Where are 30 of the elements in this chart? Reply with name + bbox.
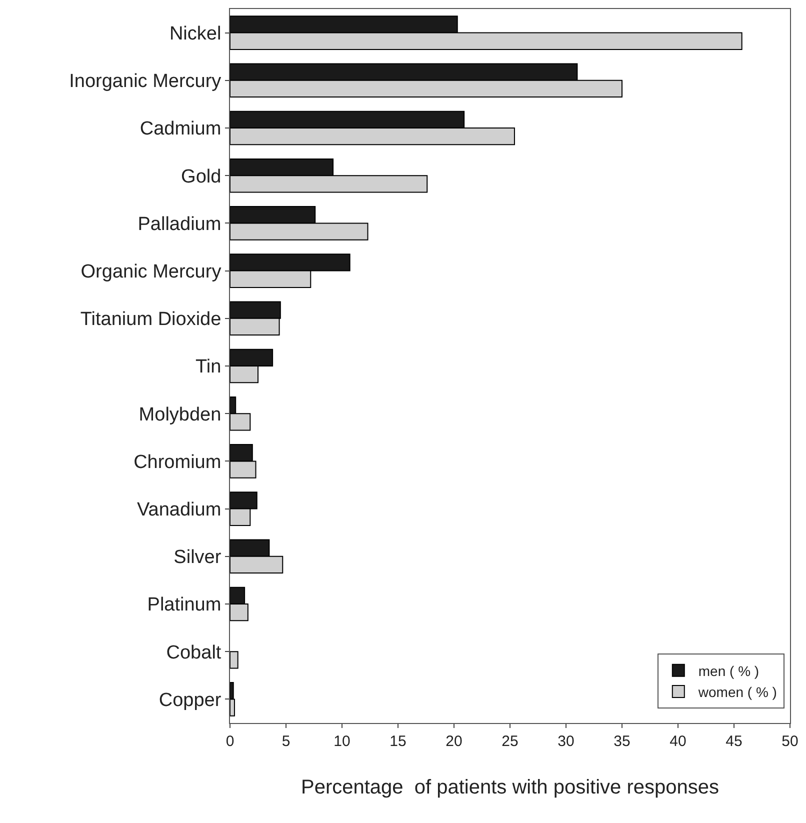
x-tick-label: 25: [502, 733, 518, 750]
x-tick-label: 35: [614, 733, 630, 750]
y-tick-label: Titanium Dioxide: [80, 309, 222, 330]
x-tick-label: 20: [446, 733, 462, 750]
y-tick-label: Inorganic Mercury: [69, 71, 222, 92]
y-tick-label: Platinum: [147, 594, 222, 616]
x-tick-label: 40: [670, 733, 686, 750]
bar: [230, 651, 238, 669]
y-tick-label: Silver: [174, 547, 222, 568]
x-tick-label: 45: [726, 733, 742, 750]
y-tick-label: Molybden: [138, 404, 222, 426]
x-tick-label: 10: [334, 733, 350, 750]
y-tick-label: Tin: [195, 356, 222, 378]
x-tick-label: 15: [390, 733, 406, 750]
y-tick-label: Cadmium: [140, 118, 222, 140]
y-tick-label: Cobalt: [166, 642, 222, 664]
y-tick-label: Gold: [181, 166, 222, 188]
y-tick-label: Chromium: [134, 452, 222, 473]
y-tick-label: Organic Mercury: [80, 261, 222, 282]
y-tick-label: Nickel: [169, 23, 222, 44]
y-tick-label: Palladium: [138, 214, 222, 235]
legend-label: women ( % ): [697, 684, 777, 700]
y-tick-label: Vanadium: [137, 499, 222, 520]
x-tick-label: 30: [558, 733, 574, 750]
y-tick-label: Copper: [158, 690, 222, 711]
x-tick-label: 5: [282, 733, 290, 750]
x-axis-title: Percentage of patients with positive responses: [300, 776, 720, 798]
x-tick-label: 50: [782, 733, 798, 750]
x-tick-label: 0: [226, 733, 234, 750]
legend-label: men ( % ): [698, 662, 760, 679]
